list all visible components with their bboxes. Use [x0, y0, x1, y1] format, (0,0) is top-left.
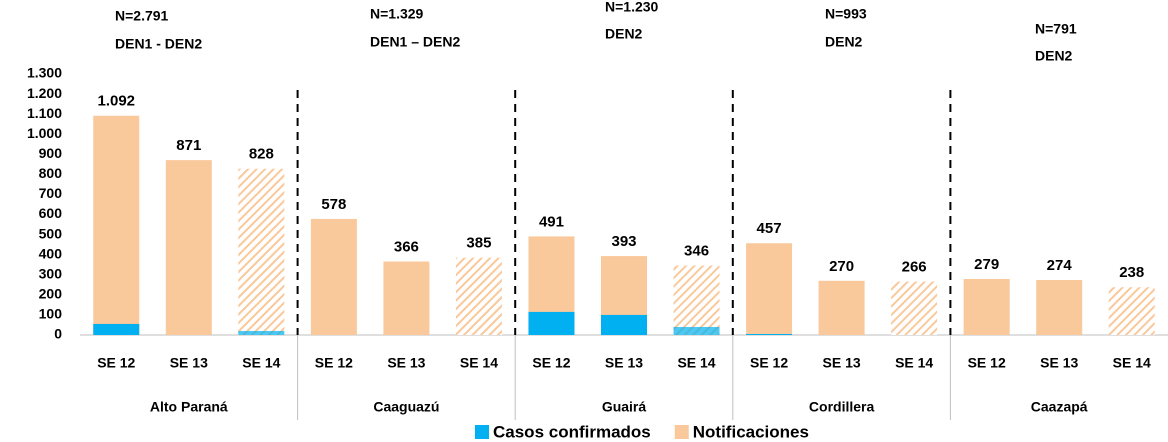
bar	[238, 330, 285, 335]
value-label: 578	[321, 196, 346, 213]
legend-swatch	[475, 425, 489, 439]
bar	[746, 333, 793, 335]
group-label: Guairá	[602, 399, 647, 415]
x-tick-label: SE 14	[1113, 355, 1151, 371]
legend-label: Notificaciones	[693, 422, 809, 441]
bar	[383, 261, 430, 335]
value-label: 274	[1047, 257, 1073, 274]
bar	[673, 265, 720, 335]
bar	[310, 218, 357, 335]
y-tick-label: 1.000	[27, 125, 62, 141]
bar	[93, 115, 140, 335]
legend-swatch	[674, 425, 689, 439]
value-label: 279	[974, 256, 999, 273]
x-tick-label: SE 12	[97, 355, 135, 371]
y-tick-label: 1.100	[27, 105, 62, 121]
group-n: N=993	[825, 6, 867, 22]
y-tick-label: 200	[39, 286, 63, 302]
group-serotype: DEN2	[1035, 48, 1073, 64]
group-label: Caaguazú	[373, 399, 439, 415]
group-label: Cordillera	[809, 399, 875, 415]
x-tick-label: SE 14	[677, 355, 715, 371]
y-tick-label: 800	[39, 165, 63, 181]
bar	[963, 278, 1010, 335]
group-serotype: DEN1 – DEN2	[370, 34, 460, 50]
x-tick-label: SE 14	[242, 355, 280, 371]
group-label: Caazapá	[1031, 399, 1088, 415]
x-tick-label: SE 14	[460, 355, 498, 371]
x-tick-label: SE 13	[387, 355, 425, 371]
value-label: 457	[757, 220, 782, 237]
bar	[165, 160, 212, 335]
value-label: 385	[466, 235, 491, 252]
x-tick-label: SE 14	[895, 355, 933, 371]
group-n: N=1.329	[370, 6, 424, 22]
x-tick-label: SE 12	[532, 355, 570, 371]
group-n: N=2.791	[115, 8, 169, 24]
y-tick-label: 0	[54, 326, 62, 342]
value-label: 270	[829, 258, 854, 275]
group-label: Alto Paraná	[150, 399, 228, 415]
value-label: 266	[902, 259, 927, 276]
legend-label: Casos confirmados	[493, 422, 651, 441]
value-label: 393	[611, 233, 636, 250]
group-serotype: DEN1 - DEN2	[115, 36, 202, 52]
value-label: 1.092	[97, 93, 135, 110]
value-label: 491	[539, 213, 564, 230]
bar	[1036, 279, 1083, 335]
bar	[93, 323, 140, 335]
x-tick-label: SE 13	[605, 355, 643, 371]
group-n: N=791	[1035, 21, 1077, 37]
value-label: 828	[249, 146, 274, 163]
y-tick-label: 1.200	[27, 85, 62, 101]
value-label: 871	[176, 137, 201, 154]
y-tick-label: 700	[39, 185, 63, 201]
x-tick-label: SE 13	[170, 355, 208, 371]
value-label: 238	[1119, 264, 1144, 281]
x-tick-label: SE 12	[968, 355, 1006, 371]
x-tick-label: SE 12	[315, 355, 353, 371]
bar	[528, 311, 575, 335]
bar	[238, 168, 285, 335]
bar	[818, 280, 865, 335]
bar	[455, 257, 502, 335]
y-tick-label: 1.300	[27, 65, 62, 81]
bar	[1108, 287, 1155, 335]
y-tick-label: 300	[39, 265, 63, 281]
y-tick-label: 900	[39, 145, 63, 161]
group-n: N=1.230	[605, 0, 659, 15]
bar	[746, 243, 793, 335]
y-tick-label: 100	[39, 306, 63, 322]
x-tick-label: SE 13	[1040, 355, 1078, 371]
y-tick-label: 500	[39, 225, 63, 241]
x-tick-label: SE 13	[823, 355, 861, 371]
group-serotype: DEN2	[605, 26, 643, 42]
value-label: 346	[684, 243, 709, 260]
bar	[673, 326, 720, 335]
group-serotype: DEN2	[825, 34, 863, 50]
x-tick-label: SE 12	[750, 355, 788, 371]
value-label: 366	[394, 238, 419, 255]
y-tick-label: 600	[39, 205, 63, 221]
bar	[601, 314, 647, 335]
y-tick-label: 400	[39, 245, 63, 261]
bar	[891, 281, 938, 335]
